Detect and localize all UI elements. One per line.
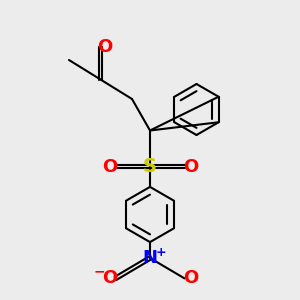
Text: O: O	[183, 269, 198, 287]
Text: +: +	[155, 245, 166, 259]
Text: O: O	[102, 269, 117, 287]
Text: N: N	[142, 249, 158, 267]
Text: O: O	[183, 158, 198, 175]
Text: −: −	[93, 265, 105, 279]
Text: O: O	[102, 158, 117, 175]
Text: O: O	[98, 38, 112, 56]
Text: S: S	[143, 157, 157, 176]
